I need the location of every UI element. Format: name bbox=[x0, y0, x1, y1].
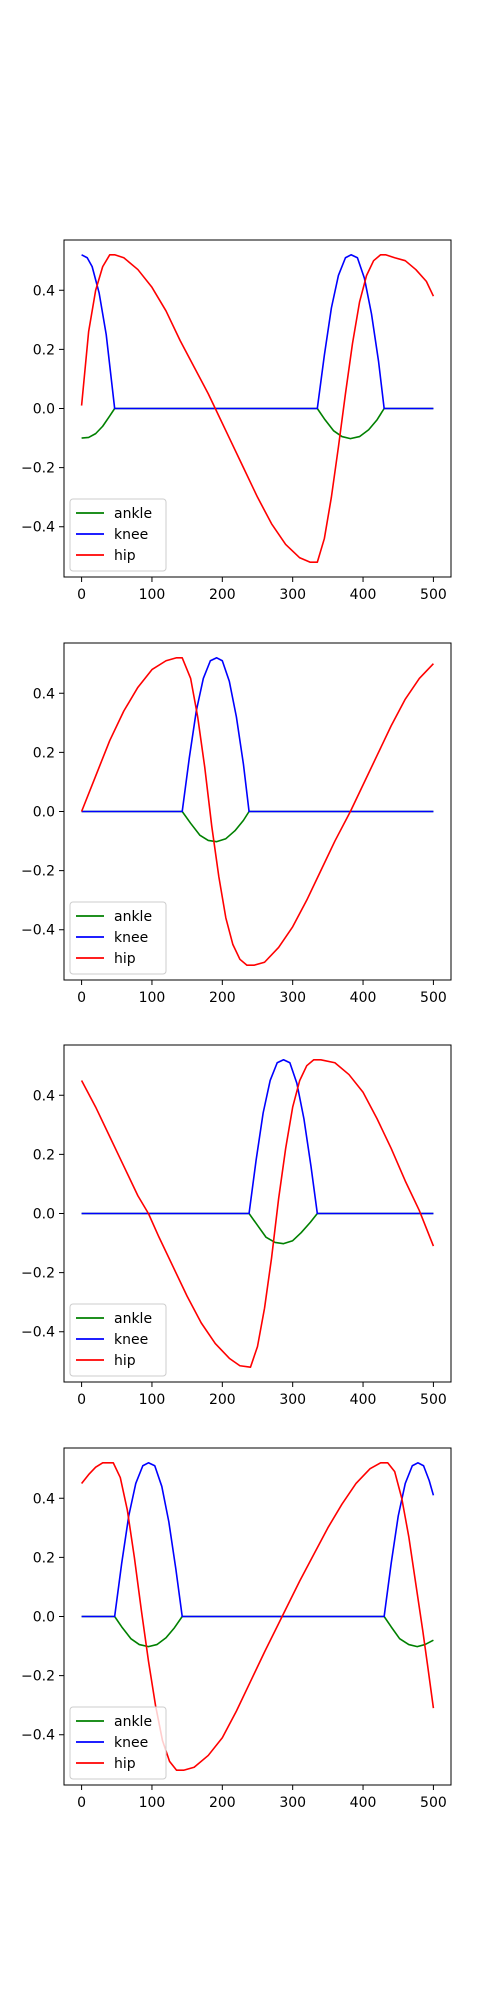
y-tick-label: 0.2 bbox=[33, 1550, 55, 1566]
y-tick-label: 0.4 bbox=[33, 283, 55, 299]
series-line-hip bbox=[80, 656, 434, 967]
legend: ankle knee hip bbox=[69, 1706, 167, 1780]
x-tick-label: 500 bbox=[420, 587, 447, 603]
x-tick-label: 300 bbox=[279, 587, 306, 603]
legend-label-knee: knee bbox=[114, 930, 148, 946]
x-tick-label: 100 bbox=[139, 990, 166, 1006]
series-line-knee bbox=[81, 1461, 435, 1618]
x-tick-label: 300 bbox=[279, 1795, 306, 1811]
x-tick-label: 500 bbox=[420, 1795, 447, 1811]
x-tick-label: 100 bbox=[139, 1392, 166, 1408]
y-tick-label: −0.4 bbox=[21, 1325, 55, 1341]
x-tick-label: 200 bbox=[209, 587, 236, 603]
x-tick-label: 0 bbox=[77, 1795, 86, 1811]
y-tick-label: 0.2 bbox=[33, 1147, 55, 1163]
legend-label-ankle: ankle bbox=[114, 506, 152, 522]
legend: ankle knee hip bbox=[69, 1303, 167, 1377]
x-tick-label: 500 bbox=[420, 1392, 447, 1408]
y-tick-label: −0.4 bbox=[21, 923, 55, 939]
x-tick-label: 300 bbox=[279, 990, 306, 1006]
x-tick-label: 0 bbox=[77, 587, 86, 603]
series-line-hip bbox=[80, 1058, 435, 1369]
series-line-knee bbox=[81, 253, 434, 410]
subplot-2: 0 100 200 300 400 500 −0.4 −0.2 0.0 0.2 0.4 ankle kn… bbox=[21, 642, 452, 1006]
legend: ankle knee hip bbox=[69, 498, 167, 572]
y-tick-label: 0.2 bbox=[33, 745, 55, 761]
x-tick-label: 300 bbox=[279, 1392, 306, 1408]
y-tick-label: 0.4 bbox=[33, 1491, 55, 1507]
series-line-hip bbox=[80, 1461, 435, 1772]
y-tick-label: −0.2 bbox=[21, 1266, 55, 1282]
y-tick-label: −0.2 bbox=[21, 461, 55, 477]
series-line-knee bbox=[81, 656, 434, 813]
x-tick-label: 0 bbox=[77, 1392, 86, 1408]
legend-label-hip: hip bbox=[114, 548, 136, 564]
legend-label-hip: hip bbox=[114, 1353, 136, 1369]
subplot-1: 0 100 200 300 400 500 −0.4 −0.2 0.0 0.2 0.4 ankle kn… bbox=[21, 239, 452, 603]
x-tick-label: 400 bbox=[350, 587, 377, 603]
legend-label-knee: knee bbox=[114, 1735, 148, 1751]
x-tick-label: 100 bbox=[139, 587, 166, 603]
x-tick-label: 400 bbox=[350, 990, 377, 1006]
y-tick-label: 0.0 bbox=[33, 402, 55, 418]
legend-label-hip: hip bbox=[114, 951, 136, 967]
y-tick-label: −0.2 bbox=[21, 864, 55, 880]
series-line-ankle bbox=[81, 810, 434, 843]
series-line-ankle bbox=[81, 1212, 434, 1245]
y-tick-label: 0.4 bbox=[33, 1088, 55, 1104]
x-tick-label: 100 bbox=[139, 1795, 166, 1811]
legend-label-knee: knee bbox=[114, 527, 148, 543]
x-tick-label: 200 bbox=[209, 990, 236, 1006]
y-tick-label: −0.4 bbox=[21, 1728, 55, 1744]
series-line-ankle bbox=[81, 1615, 434, 1648]
legend-box bbox=[69, 1706, 167, 1780]
subplot-3: 0 100 200 300 400 500 −0.4 −0.2 0.0 0.2 0.4 ankle kn… bbox=[21, 1044, 452, 1408]
y-tick-label: 0.4 bbox=[33, 686, 55, 702]
series-line-hip bbox=[80, 253, 435, 564]
subplot-4: 0 100 200 300 400 500 −0.4 −0.2 0.0 0.2 0.4 ankle kn… bbox=[21, 1447, 452, 1811]
y-tick-label: −0.4 bbox=[21, 520, 55, 536]
legend-box bbox=[69, 498, 167, 572]
series-line-ankle bbox=[81, 407, 434, 440]
legend-label-ankle: ankle bbox=[114, 909, 152, 925]
series-line-knee bbox=[81, 1058, 434, 1215]
y-tick-label: 0.0 bbox=[33, 1207, 55, 1223]
x-tick-label: 200 bbox=[209, 1795, 236, 1811]
legend-label-ankle: ankle bbox=[114, 1311, 152, 1327]
y-tick-label: 0.2 bbox=[33, 342, 55, 358]
x-tick-label: 400 bbox=[350, 1392, 377, 1408]
y-tick-label: −0.2 bbox=[21, 1669, 55, 1685]
x-tick-label: 0 bbox=[77, 990, 86, 1006]
legend-label-hip: hip bbox=[114, 1756, 136, 1772]
x-tick-label: 500 bbox=[420, 990, 447, 1006]
legend-label-knee: knee bbox=[114, 1332, 148, 1348]
legend-box bbox=[69, 1303, 167, 1377]
legend-label-ankle: ankle bbox=[114, 1714, 152, 1730]
x-tick-label: 200 bbox=[209, 1392, 236, 1408]
legend-box bbox=[69, 901, 167, 975]
y-tick-label: 0.0 bbox=[33, 1610, 55, 1626]
y-tick-label: 0.0 bbox=[33, 805, 55, 821]
legend: ankle knee hip bbox=[69, 901, 167, 975]
x-tick-label: 400 bbox=[350, 1795, 377, 1811]
